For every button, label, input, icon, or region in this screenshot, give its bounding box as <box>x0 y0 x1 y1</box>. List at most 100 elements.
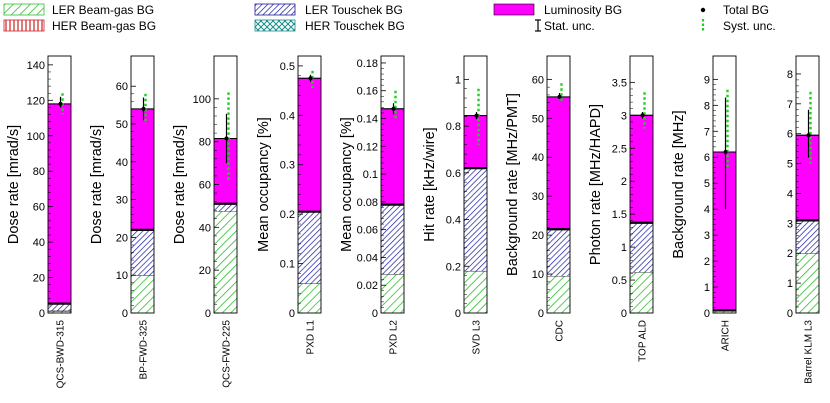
legend-ler-touschek-swatch <box>254 3 296 16</box>
bar-segment-luminosity <box>381 108 404 205</box>
axis-frame <box>380 55 405 314</box>
category-label: PXD L1 <box>306 320 317 355</box>
bar-segment-luminosity <box>214 138 237 204</box>
bar-segment-luminosity <box>713 152 736 311</box>
bar-segment-luminosity <box>131 108 154 230</box>
y-tick-label: 50 <box>532 113 544 125</box>
y-tick-label: 0.3 <box>280 160 295 172</box>
total-marker-icon <box>700 7 706 13</box>
y-tick-label: 0 <box>621 308 627 320</box>
y-tick-label: 3 <box>621 110 627 122</box>
total-marker <box>224 136 229 141</box>
stat-error-bar-icon <box>535 19 541 32</box>
axis-frame <box>795 55 820 314</box>
y-tick-label: 0.2 <box>280 209 295 221</box>
y-tick-label: 0.06 <box>357 225 378 237</box>
legend-ler-touschek-label: LER Touschek BG <box>305 3 403 17</box>
legend-her-beamgas: HER Beam-gas BG <box>3 19 156 33</box>
axis-frame <box>463 55 488 314</box>
y-tick-label: 1 <box>621 242 627 254</box>
legend-luminosity: Luminosity BG <box>493 3 622 17</box>
y-tick-label: 140 <box>27 60 45 72</box>
bar-segment-luminosity <box>48 103 71 304</box>
bar-segment-ler-beamgas <box>381 274 404 313</box>
y-axis-label: Hit rate [kHz/wire] <box>422 127 438 241</box>
y-tick-label: 0.12 <box>357 141 378 153</box>
bar-segment-ler-touschek <box>464 168 487 271</box>
y-tick-label: 4 <box>704 204 710 216</box>
panel-5: 0 0.2 0.4 0.6 0.8 1 Hit rate [kHz/wire] SVD L3 <box>422 55 488 355</box>
panel-6: 0 10 20 30 40 50 60 Background rate [MHz/PMT] CD… <box>505 55 571 342</box>
y-tick-label: 2 <box>621 176 627 188</box>
y-tick-label: 0.5 <box>280 61 295 73</box>
bar-segment-ler-beamgas <box>713 310 736 313</box>
category-label: SVD L3 <box>472 320 483 355</box>
y-tick-label: 3 <box>704 230 710 242</box>
legend-her-touschek-swatch <box>254 19 296 32</box>
y-axis-label: Mean occupancy [%] <box>339 117 355 252</box>
y-tick-label: 0 <box>704 308 710 320</box>
legend-ler-touschek: LER Touschek BG <box>254 3 403 17</box>
y-tick-label: 0.6 <box>446 168 461 180</box>
y-tick-label: 0.02 <box>357 280 378 292</box>
y-tick-label: 8 <box>787 69 793 81</box>
y-tick-label: 0 <box>289 308 295 320</box>
total-marker <box>141 106 146 111</box>
y-tick-label: 60 <box>199 180 211 192</box>
y-tick-label: 0.14 <box>357 114 378 126</box>
legend: LER Beam-gas BG HER Beam-gas BG LER Tous… <box>3 3 776 33</box>
category-label: QCS-BWD-315 <box>56 320 67 389</box>
y-tick-label: 20 <box>199 265 211 277</box>
legend-luminosity-label: Luminosity BG <box>544 3 622 17</box>
y-tick-label: 6 <box>787 129 793 141</box>
y-tick-label: 100 <box>27 131 45 143</box>
y-tick-label: 10 <box>532 269 544 281</box>
y-tick-label: 3.5 <box>612 77 627 89</box>
legend-syst-unc: Syst. unc. <box>701 19 776 33</box>
panel-0: 0 20 40 60 80 100 120 140 Dose rate [mrad/s] QCS-… <box>6 55 72 389</box>
y-tick-label: 60 <box>116 81 128 93</box>
bar-segment-ler-beamgas <box>464 270 487 313</box>
bar-segment-ler-touschek <box>381 204 404 275</box>
y-tick-label: 10 <box>116 270 128 282</box>
category-label: PXD L2 <box>389 320 400 355</box>
y-tick-label: 0.1 <box>363 169 378 181</box>
bar-segment-ler-beamgas <box>547 276 570 313</box>
legend-her-touschek: HER Touschek BG <box>254 19 405 33</box>
y-tick-label: 0 <box>39 308 45 320</box>
total-marker <box>308 76 313 81</box>
y-tick-label: 40 <box>199 222 211 234</box>
panel-3: 0 0.1 0.2 0.3 0.4 0.5 Mean occupancy [%] PXD L1 <box>256 55 322 355</box>
bar-segment-ler-touschek <box>547 229 570 277</box>
axis-frame <box>712 55 737 314</box>
panel-2: 0 20 40 60 80 100 Dose rate [mrad/s] QCS-FWD-22… <box>172 55 238 388</box>
y-axis-label: Background rate [MHz/PMT] <box>505 93 521 276</box>
y-tick-label: 5 <box>787 159 793 171</box>
bar-segment-ler-touschek <box>630 222 653 273</box>
bar-segment-ler-touschek <box>48 303 71 311</box>
bar-segment-luminosity <box>298 78 321 212</box>
total-marker <box>474 113 479 118</box>
y-axis-label: Background rate [MHz] <box>671 110 687 258</box>
legend-total: Total BG <box>700 3 769 17</box>
axis-frame <box>629 55 654 314</box>
bar-segment-ler-touschek <box>298 211 321 284</box>
bar-segment-ler-beamgas <box>214 211 237 313</box>
y-tick-label: 80 <box>33 166 45 178</box>
y-tick-label: 0 <box>455 308 461 320</box>
category-label: CDC <box>555 320 566 342</box>
y-tick-label: 60 <box>532 74 544 86</box>
y-tick-label: 3 <box>787 218 793 230</box>
bar-segment-luminosity <box>464 115 487 169</box>
y-tick-label: 9 <box>704 74 710 86</box>
legend-her-beamgas-label: HER Beam-gas BG <box>52 19 156 33</box>
y-axis-label: Dose rate [mrad/s] <box>6 125 22 244</box>
axis-frame <box>47 55 72 314</box>
total-marker <box>58 101 63 106</box>
bar-segment-ler-touschek <box>214 203 237 212</box>
y-tick-label: 0 <box>787 308 793 320</box>
y-tick-label: 7 <box>704 126 710 138</box>
y-tick-label: 30 <box>116 195 128 207</box>
